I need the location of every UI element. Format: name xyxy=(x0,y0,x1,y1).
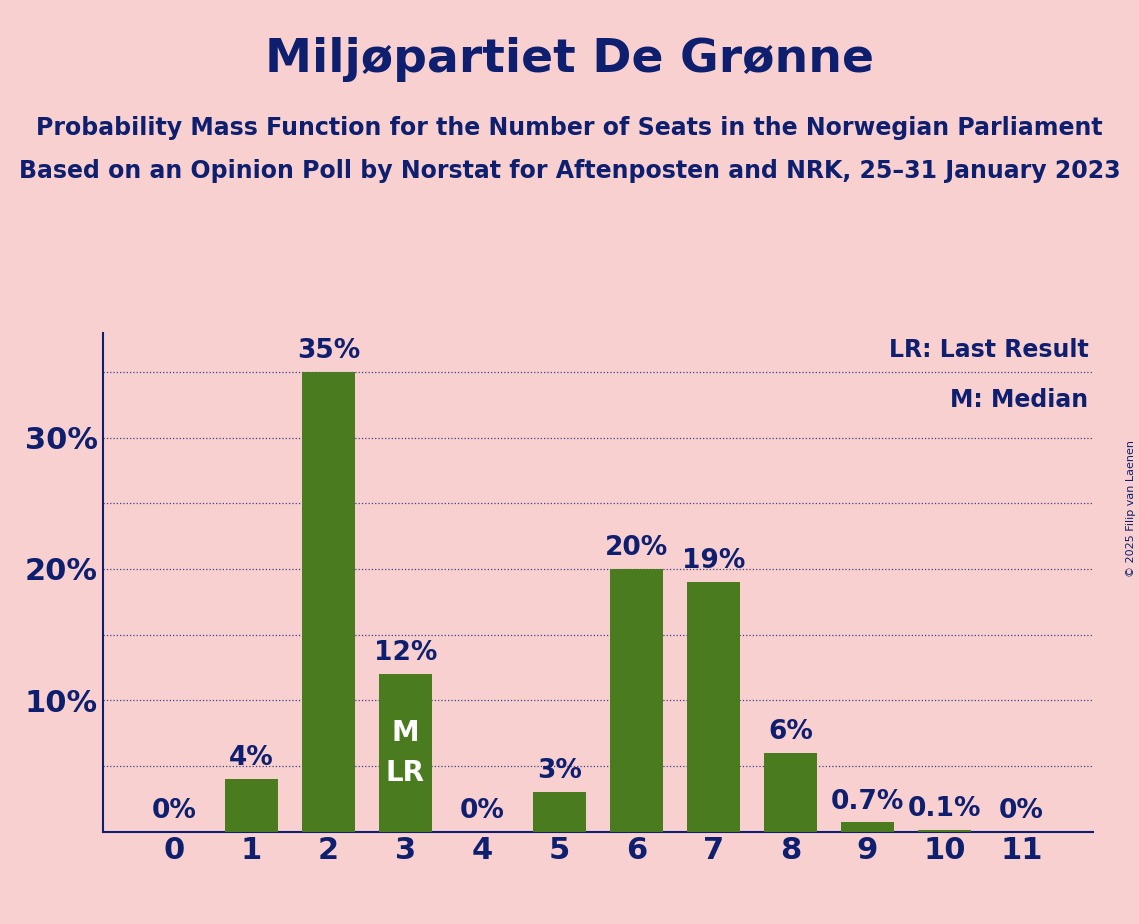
Text: 3%: 3% xyxy=(538,759,582,784)
Text: 0.1%: 0.1% xyxy=(908,796,981,822)
Bar xyxy=(609,569,663,832)
Text: Miljøpartiet De Grønne: Miljøpartiet De Grønne xyxy=(265,37,874,82)
Bar xyxy=(763,753,818,832)
Text: 19%: 19% xyxy=(682,548,745,574)
Text: LR: Last Result: LR: Last Result xyxy=(888,337,1089,361)
Text: M: M xyxy=(392,719,419,748)
Bar xyxy=(302,372,355,832)
Bar xyxy=(378,674,433,832)
Text: 6%: 6% xyxy=(768,719,813,745)
Text: 35%: 35% xyxy=(297,338,360,364)
Text: 12%: 12% xyxy=(374,640,437,666)
Text: M: Median: M: Median xyxy=(950,387,1089,411)
Text: LR: LR xyxy=(386,759,425,786)
Bar xyxy=(841,822,894,832)
Text: 0%: 0% xyxy=(153,797,197,823)
Text: 4%: 4% xyxy=(229,745,273,772)
Text: 20%: 20% xyxy=(605,535,669,561)
Bar xyxy=(224,779,278,832)
Text: Based on an Opinion Poll by Norstat for Aftenposten and NRK, 25–31 January 2023: Based on an Opinion Poll by Norstat for … xyxy=(18,159,1121,183)
Text: 0%: 0% xyxy=(460,797,505,823)
Bar xyxy=(687,582,740,832)
Text: Probability Mass Function for the Number of Seats in the Norwegian Parliament: Probability Mass Function for the Number… xyxy=(36,116,1103,140)
Bar xyxy=(918,831,972,832)
Bar xyxy=(533,792,587,832)
Text: © 2025 Filip van Laenen: © 2025 Filip van Laenen xyxy=(1126,440,1136,577)
Text: 0%: 0% xyxy=(999,797,1043,823)
Text: 0.7%: 0.7% xyxy=(830,788,904,815)
